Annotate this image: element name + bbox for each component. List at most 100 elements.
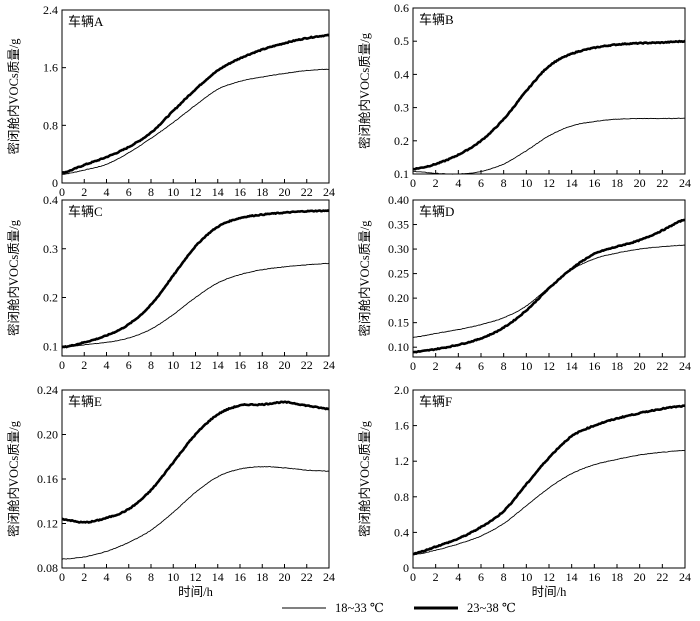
x-tick-label: 4 (455, 176, 461, 190)
x-tick-label: 12 (543, 570, 555, 584)
x-tick-label: 24 (679, 570, 691, 584)
y-tick-label: 0.12 (37, 517, 58, 531)
x-tick-label: 12 (190, 185, 202, 199)
y-tick-label: 0 (403, 561, 409, 575)
x-tick-label: 20 (279, 185, 291, 199)
x-tick-label: 0 (410, 176, 416, 190)
x-tick-label: 8 (148, 570, 154, 584)
x-tick-label: 6 (478, 570, 484, 584)
x-tick-label: 4 (104, 570, 110, 584)
plot-frame (61, 199, 330, 357)
x-tick-label: 8 (148, 358, 154, 372)
y-tick-label: 0.2 (43, 291, 58, 305)
y-axis-title: 密闭舱内VOCs质量/g (6, 219, 21, 336)
series-line-thin (61, 466, 330, 560)
x-tick-label: 2 (433, 176, 439, 190)
y-tick-label: 0.10 (388, 340, 409, 354)
x-tick-label: 10 (520, 570, 532, 584)
x-tick-label: 14 (566, 570, 578, 584)
x-tick-label: 12 (543, 176, 555, 190)
panel-title: 车辆C (68, 204, 103, 219)
x-tick-label: 20 (634, 570, 646, 584)
y-tick-label: 0.15 (388, 316, 409, 330)
y-tick-label: 0.08 (37, 561, 58, 575)
x-tick-label: 22 (656, 176, 668, 190)
x-tick-label: 10 (167, 185, 179, 199)
y-tick-label: 0.40 (388, 193, 409, 207)
x-tick-label: 24 (323, 570, 335, 584)
x-tick-label: 6 (478, 176, 484, 190)
x-tick-label: 18 (256, 185, 268, 199)
legend-label: 18~33 ℃ (335, 601, 384, 615)
x-tick-label: 0 (410, 359, 416, 373)
x-tick-label: 22 (656, 570, 668, 584)
y-tick-label: 0.2 (394, 134, 409, 148)
y-tick-label: 0.1 (43, 339, 58, 353)
series-line-thick (412, 218, 686, 354)
plot-frame (61, 389, 330, 569)
x-tick-label: 2 (433, 570, 439, 584)
panel-title: 车辆F (419, 394, 452, 409)
x-tick-label: 8 (501, 570, 507, 584)
series-line-thin (61, 68, 330, 175)
x-tick-label: 6 (478, 359, 484, 373)
x-tick-label: 6 (126, 358, 132, 372)
x-tick-label: 16 (588, 359, 600, 373)
x-tick-label: 0 (59, 358, 65, 372)
x-tick-label: 16 (234, 570, 246, 584)
y-tick-label: 0.16 (37, 472, 58, 486)
y-axis-title: 密闭舱内VOCs质量/g (357, 32, 372, 149)
x-tick-label: 14 (566, 176, 578, 190)
x-tick-label: 20 (279, 358, 291, 372)
panel-title: 车辆D (419, 204, 454, 219)
x-tick-label: 18 (611, 570, 623, 584)
x-tick-label: 0 (59, 185, 65, 199)
x-tick-label: 4 (455, 359, 461, 373)
y-axis-title: 密闭舱内VOCs质量/g (357, 220, 372, 337)
x-tick-label: 22 (656, 359, 668, 373)
x-tick-label: 14 (212, 570, 224, 584)
plot-frame (61, 9, 330, 184)
x-axis-title: 时间/h (178, 585, 213, 599)
series-line-thin (412, 117, 686, 175)
panel-2: 0 2 4 6 8 10 12 14 16 18 20 22 240.10.20.30.4密闭舱内VOC… (6, 193, 335, 372)
panel-title: 车辆B (419, 12, 454, 27)
series-line-thick (61, 33, 330, 175)
x-tick-label: 12 (543, 359, 555, 373)
y-tick-label: 0.4 (43, 193, 58, 207)
y-tick-label: 0.24 (37, 383, 58, 397)
panel-title: 车辆A (68, 14, 104, 29)
plot-frame (412, 199, 686, 358)
x-tick-label: 14 (212, 358, 224, 372)
y-tick-label: 0.8 (394, 490, 409, 504)
x-tick-label: 8 (501, 359, 507, 373)
series-line-thin (412, 450, 686, 556)
y-tick-label: 0.5 (394, 34, 409, 48)
y-tick-label: 1.6 (43, 61, 58, 75)
x-tick-label: 0 (410, 570, 416, 584)
legend: 18~33 ℃ 23~38 ℃ (282, 601, 516, 615)
y-tick-label: 2.4 (43, 3, 58, 17)
x-tick-label: 18 (611, 176, 623, 190)
y-tick-label: 0.6 (394, 1, 409, 15)
x-tick-label: 18 (611, 359, 623, 373)
x-tick-label: 18 (256, 570, 268, 584)
x-tick-label: 2 (433, 359, 439, 373)
x-tick-label: 10 (167, 358, 179, 372)
series-line-thick (412, 404, 686, 556)
y-tick-label: 0.1 (394, 167, 409, 181)
x-tick-label: 20 (634, 359, 646, 373)
series-line-thin (61, 262, 330, 348)
x-tick-label: 16 (588, 176, 600, 190)
y-axis-title: 密闭舱内VOCs质量/g (6, 420, 21, 537)
x-tick-label: 18 (256, 358, 268, 372)
x-tick-label: 12 (190, 570, 202, 584)
x-tick-label: 10 (520, 359, 532, 373)
y-tick-label: 0.3 (394, 101, 409, 115)
x-tick-label: 6 (126, 185, 132, 199)
y-tick-label: 0.8 (43, 118, 58, 132)
x-axis-title: 时间/h (532, 585, 567, 599)
series-line-thick (412, 39, 686, 171)
y-tick-label: 0.20 (388, 291, 409, 305)
series-line-thick (61, 400, 330, 524)
